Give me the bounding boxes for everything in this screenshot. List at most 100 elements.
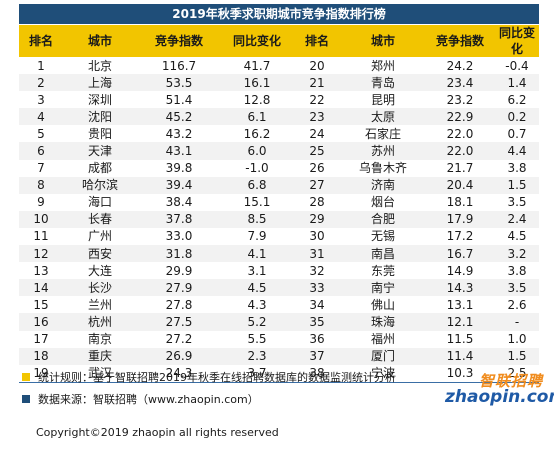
- cell-index-right: 18.1: [446, 195, 474, 210]
- cell-rank-left: 13: [33, 263, 49, 278]
- table-row: 16 杭州 27.5 5.2 35 珠海 12.1-: [19, 313, 539, 331]
- logo-cn-text: 智联招聘: [478, 372, 543, 390]
- table-row: 1 北京 116.7 41.7 20 郑州 24.2 -0.4: [19, 57, 539, 74]
- cell-city-left: 长春: [63, 210, 137, 228]
- cell-city-left: 重庆: [63, 347, 137, 365]
- table-row: 9 海口 38.4 15.1 28 烟台 18.1 3.5: [19, 194, 539, 211]
- cell-index-left: 26.9: [137, 347, 221, 365]
- cell-change-right: 4.5: [507, 229, 527, 244]
- notes: 统计规则：基于智联招聘2019年秋季在线招聘数据库的数据监测统计分析 数据来源：…: [22, 366, 442, 410]
- cell-change-left: 3.7: [221, 364, 293, 383]
- cell-index-right: 22.0: [425, 142, 495, 160]
- cell-index-right: 14.3: [425, 279, 495, 297]
- cell-rank-left: 14: [19, 279, 63, 297]
- cell-city-left: 西安: [63, 245, 137, 263]
- cell-index-right: 24.2: [446, 58, 474, 73]
- cell-index-right: 14.9: [446, 263, 474, 278]
- cell-rank-left: 12: [19, 245, 63, 263]
- cell-change-left: -1.0: [245, 161, 269, 176]
- table-row: 19 武汉 24.3 3.7 38 宁波 10.3 2.5: [19, 364, 539, 383]
- cell-city-left: 兰州: [87, 297, 112, 312]
- cell-change-right: 3.5: [495, 279, 539, 297]
- cell-change-right: 0.2: [495, 108, 539, 126]
- cell-index-left: 53.5: [137, 74, 221, 92]
- cell-index-left: 116.7: [161, 58, 197, 73]
- cell-city-right: 乌鲁木齐: [358, 161, 407, 176]
- cell-city-left: 深圳: [87, 92, 112, 107]
- cell-city-right: 苏州: [341, 142, 425, 160]
- cell-index-right: 20.4: [425, 176, 495, 194]
- cell-index-right: 16.7: [425, 245, 495, 263]
- cell-change-right: -: [495, 313, 539, 331]
- cell-city-left: 北京: [87, 58, 112, 73]
- cell-index-right: 11.5: [446, 332, 474, 347]
- cell-index-left: 37.8: [137, 210, 221, 228]
- cell-index-left: 27.9: [137, 279, 221, 297]
- blue-square-icon: [22, 395, 30, 403]
- cell-rank-left: 5: [37, 126, 45, 141]
- cell-index-left: 33.0: [165, 229, 193, 244]
- cell-change-left: 7.9: [247, 229, 267, 244]
- cell-change-left: 6.8: [221, 176, 293, 194]
- cell-city-right: 合肥: [341, 210, 425, 228]
- cell-index-right: 12.1: [425, 313, 495, 331]
- cell-rank-right: 25: [293, 142, 341, 160]
- cell-change-right: 6.2: [507, 92, 527, 107]
- cell-index-left: 43.1: [137, 142, 221, 160]
- cell-city-right: 昆明: [370, 92, 395, 107]
- cell-city-right: 太原: [341, 108, 425, 126]
- cell-city-left: 杭州: [63, 313, 137, 331]
- cell-change-left: 4.3: [247, 297, 267, 312]
- cell-city-right: 郑州: [370, 58, 395, 73]
- cell-rank-right: 33: [293, 279, 341, 297]
- cell-index-right: 13.1: [446, 297, 474, 312]
- ranking-table: 排名 城市 竞争指数 同比变化 排名 城市 竞争指数 同比变化 1 北京 116.7…: [19, 25, 539, 383]
- cell-city-right: 烟台: [370, 195, 395, 210]
- cell-index-right: 23.2: [446, 92, 474, 107]
- cell-city-left: 上海: [63, 74, 137, 92]
- note-source-text: 数据来源：智联招聘（www.zhaopin.com）: [38, 393, 259, 406]
- cell-change-left: 2.3: [221, 347, 293, 365]
- table-row: 13 大连 29.9 3.1 32 东莞 14.9 3.8: [19, 262, 539, 279]
- cell-index-left: 39.8: [165, 161, 193, 176]
- cell-index-left: 45.2: [137, 108, 221, 126]
- note-rule-text: 统计规则：基于智联招聘2019年秋季在线招聘数据库的数据监测统计分析: [38, 371, 396, 384]
- cell-rank-right: 32: [309, 263, 325, 278]
- cell-index-left: 31.8: [137, 245, 221, 263]
- copyright: Copyright©2019 zhaopin all rights reserv…: [36, 426, 279, 439]
- cell-rank-right: 27: [293, 176, 341, 194]
- cell-index-left: 27.2: [165, 332, 193, 347]
- cell-city-left: 广州: [87, 229, 112, 244]
- cell-rank-left: 3: [37, 92, 45, 107]
- cell-rank-left: 10: [19, 210, 63, 228]
- cell-city-right: 佛山: [370, 297, 395, 312]
- cell-change-right: 3.2: [495, 245, 539, 263]
- cell-city-right: 济南: [341, 176, 425, 194]
- cell-index-left: 29.9: [165, 263, 193, 278]
- table-row: 12 西安 31.8 4.1 31 南昌 16.7 3.2: [19, 245, 539, 263]
- cell-change-left: 8.5: [221, 210, 293, 228]
- cell-change-left: 3.1: [247, 263, 267, 278]
- header-city-right: 城市: [341, 25, 425, 57]
- cell-index-right: 23.4: [425, 74, 495, 92]
- cell-index-left: 24.3: [137, 364, 221, 383]
- header-index-right: 竞争指数: [425, 25, 495, 57]
- cell-rank-left: 7: [37, 161, 45, 176]
- cell-rank-left: 6: [19, 142, 63, 160]
- table-row: 6 天津 43.1 6.0 25 苏州 22.0 4.4: [19, 142, 539, 160]
- cell-change-left: 6.0: [221, 142, 293, 160]
- cell-change-left: 5.5: [247, 332, 267, 347]
- table-row: 2 上海 53.5 16.1 21 青岛 23.4 1.4: [19, 74, 539, 92]
- cell-index-right: 22.0: [446, 126, 474, 141]
- cell-change-left: 6.1: [221, 108, 293, 126]
- cell-change-right: 2.6: [507, 297, 527, 312]
- cell-rank-left: 1: [37, 58, 45, 73]
- cell-change-left: 16.2: [243, 126, 271, 141]
- cell-rank-right: 29: [293, 210, 341, 228]
- yellow-square-icon: [22, 373, 30, 381]
- cell-change-right: 2.4: [495, 210, 539, 228]
- cell-rank-left: 18: [19, 347, 63, 365]
- table-row: 15 兰州 27.8 4.3 34 佛山 13.1 2.6: [19, 296, 539, 313]
- cell-change-right: 1.5: [495, 176, 539, 194]
